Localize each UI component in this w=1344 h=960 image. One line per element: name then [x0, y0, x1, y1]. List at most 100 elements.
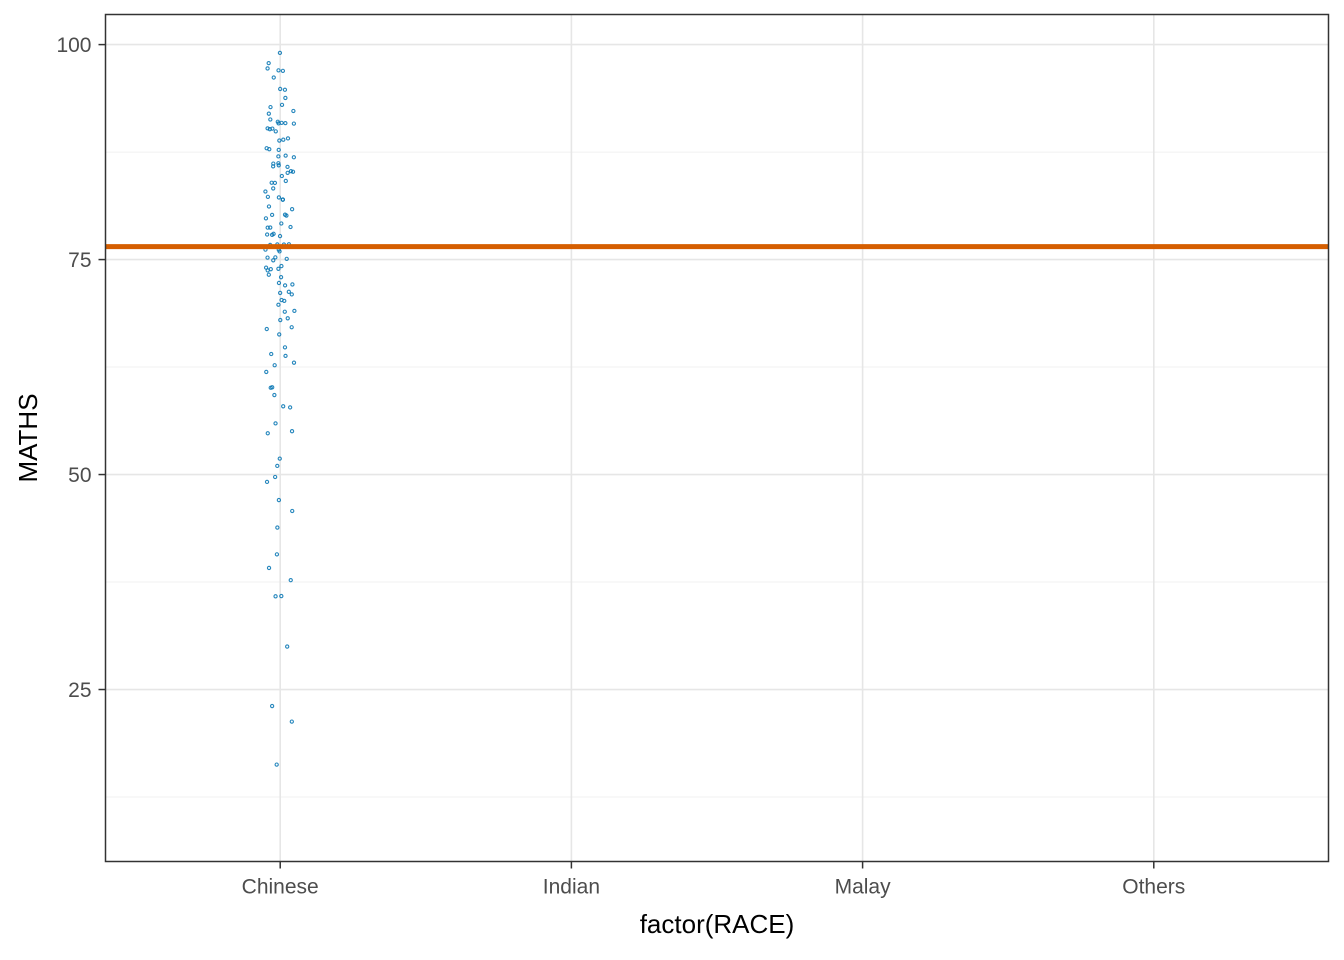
data-point	[289, 207, 295, 212]
data-point	[276, 280, 282, 286]
x-tick-label: Chinese	[242, 876, 319, 899]
data-point	[279, 120, 284, 126]
data-point	[276, 195, 282, 200]
plot-panel	[105, 14, 1329, 862]
y-tick-label: 100	[56, 34, 91, 57]
data-point	[277, 233, 283, 239]
data-point	[280, 197, 285, 202]
data-point	[276, 161, 281, 166]
data-point	[282, 345, 288, 350]
data-point	[268, 104, 273, 110]
data-points	[263, 50, 297, 767]
data-point	[278, 317, 283, 323]
data-point	[289, 292, 294, 297]
x-axis: Chinese Indian Malay Others	[242, 861, 1185, 899]
data-point	[288, 224, 293, 230]
data-point	[265, 126, 270, 131]
data-point	[288, 169, 294, 174]
data-point	[273, 255, 278, 260]
data-point	[278, 275, 284, 280]
data-point	[277, 138, 282, 143]
data-point	[281, 404, 286, 409]
data-point	[282, 87, 288, 92]
data-point	[264, 369, 269, 375]
data-point	[269, 180, 274, 185]
data-point	[285, 644, 290, 649]
data-point	[264, 326, 269, 332]
data-point	[266, 204, 272, 209]
data-point	[281, 137, 286, 142]
data-point	[284, 256, 289, 262]
data-point	[271, 75, 276, 80]
data-point	[276, 497, 282, 503]
data-point	[273, 421, 278, 426]
data-point	[265, 225, 270, 230]
data-point	[277, 332, 282, 337]
grid-major	[105, 14, 1329, 862]
data-point	[279, 102, 285, 108]
y-tick-label: 25	[68, 679, 91, 702]
data-point	[268, 225, 273, 230]
data-point	[276, 68, 281, 73]
data-point	[279, 173, 285, 179]
data-point	[272, 392, 277, 398]
data-point	[266, 565, 272, 571]
data-point	[275, 525, 280, 530]
data-point	[268, 117, 273, 122]
data-point	[266, 60, 271, 66]
data-point	[274, 762, 279, 767]
data-point	[276, 147, 281, 153]
data-point	[280, 68, 286, 74]
data-point	[276, 266, 281, 271]
y-axis: 25 50 75 100	[56, 34, 106, 702]
data-point	[263, 216, 269, 221]
data-point	[271, 258, 276, 263]
data-point	[282, 283, 288, 288]
data-point	[264, 232, 270, 237]
data-point	[271, 161, 276, 166]
y-axis-title: MATHS	[13, 393, 43, 482]
data-point	[272, 474, 278, 480]
data-point	[265, 194, 271, 199]
data-point	[289, 325, 294, 330]
data-point	[273, 594, 278, 599]
y-tick-label: 50	[68, 464, 91, 487]
data-point	[290, 282, 295, 287]
data-point	[268, 267, 273, 272]
data-point	[269, 351, 274, 357]
data-point	[266, 272, 271, 277]
data-point	[270, 385, 275, 390]
data-point	[283, 353, 288, 359]
data-point	[279, 263, 284, 269]
data-point	[275, 463, 280, 469]
data-point	[283, 95, 288, 101]
data-point	[277, 290, 283, 296]
x-tick-label: Indian	[543, 876, 600, 899]
data-point	[276, 154, 281, 159]
data-point	[269, 232, 275, 237]
data-point	[264, 479, 270, 485]
data-point	[277, 50, 283, 56]
data-point	[265, 255, 270, 260]
data-point	[291, 121, 297, 126]
data-point	[274, 552, 280, 557]
data-point	[266, 111, 271, 116]
data-point	[291, 360, 297, 365]
data-point	[282, 212, 288, 217]
data-point	[285, 170, 290, 176]
data-point	[283, 120, 288, 126]
data-point	[283, 153, 288, 158]
data-point	[263, 265, 269, 270]
data-point	[291, 108, 296, 114]
data-point	[283, 178, 288, 184]
data-point	[279, 221, 284, 226]
data-point	[270, 126, 275, 131]
data-point	[289, 719, 294, 724]
data-point	[285, 316, 290, 321]
data-point	[263, 189, 268, 194]
data-point	[278, 86, 283, 92]
data-point	[269, 703, 275, 709]
data-point	[291, 155, 297, 160]
x-axis-title: factor(RACE)	[640, 909, 795, 939]
